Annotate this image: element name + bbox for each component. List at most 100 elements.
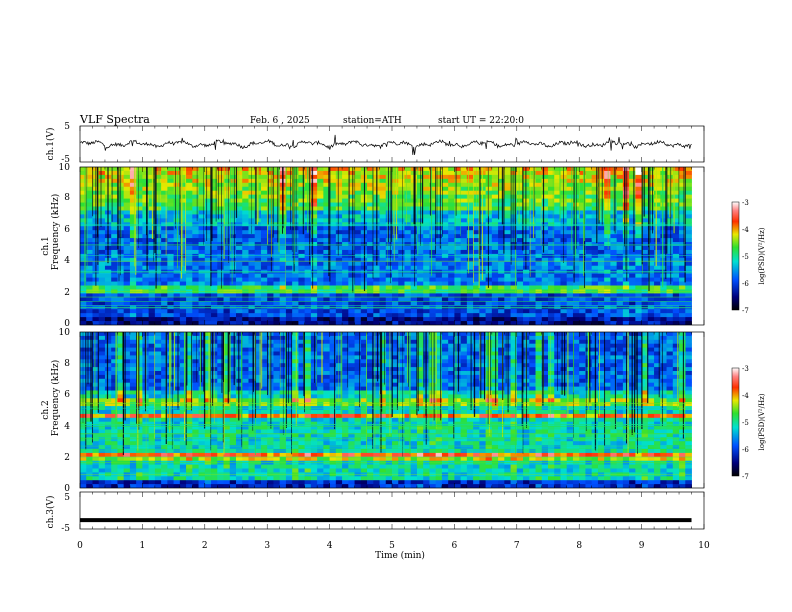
spectrogram-cell [173,452,181,458]
spectrogram-cell [404,273,412,278]
spectrogram-cell [523,277,530,282]
spectrogram-cell [491,174,499,180]
spectrogram-cell [92,437,100,442]
spectrogram-cell [660,301,667,306]
spectrogram-cell [510,214,518,219]
spectrogram-cell [123,382,131,387]
spectrogram-cell [217,313,224,318]
spectrogram-cell [629,202,636,207]
spectrogram-cell [335,313,343,318]
spectrogram-cell [604,253,611,259]
spectrogram-cell [485,242,493,247]
spectrogram-cell [679,253,686,259]
spectrogram-cell [104,285,112,290]
spectrogram-cell [622,297,630,302]
spectrogram-cell [173,468,181,473]
spectrogram-cell [560,313,568,318]
spectrogram-cell [154,309,162,314]
spectrogram-cell [660,226,667,231]
spectrogram-cell [236,182,243,188]
spectrogram-cell [267,265,274,271]
spectrogram-cell [635,317,642,322]
spectrogram-cell [610,170,618,176]
spectrogram-cell [117,313,125,318]
spectrogram-cell [111,273,118,278]
spectrogram-cell [192,321,199,325]
spectrogram-cell [267,277,274,282]
spectrogram-cell [685,242,692,247]
spectrogram-cell [186,210,193,215]
spectrogram-cell [310,281,318,286]
spectrogram-cell [329,182,337,188]
spectrogram-cell [554,313,561,318]
spectrogram-cell [80,425,87,430]
spectrogram-cell [410,277,418,282]
spectrogram-cell [179,335,187,341]
spectrogram-cell [279,293,287,298]
spectrogram-cell [298,226,306,231]
spectrogram-cell [298,218,306,223]
spectrogram-cell [292,321,299,325]
spectrogram-cell [616,167,624,172]
spectrogram-cell [454,277,462,282]
spectrogram-cell [273,186,281,192]
spectrogram-cell [173,464,181,469]
spectrogram-cell [267,293,274,298]
spectrogram-cell [186,170,193,176]
spectrogram-cell [98,273,106,278]
spectrogram-cell [98,190,106,196]
spectrogram-cell [610,261,618,267]
spectrogram-cell [460,249,468,255]
spectrogram-cell [154,433,162,438]
spectrogram-cell [454,190,462,196]
spectrogram-cell [148,441,156,446]
spectrogram-cell [80,359,87,364]
spectrogram-cell [516,321,524,325]
spectrogram-cell [80,293,87,298]
spectrogram-cell [136,421,143,426]
spectrogram-cell [298,317,306,322]
spectrogram-cell [173,378,181,384]
spectrogram-cell [298,285,306,290]
spectrogram-cell [298,277,306,282]
spectrogram-cell [192,186,199,192]
spectrogram-cell [111,371,118,376]
spectrogram-cell [441,242,449,247]
spectrogram-cell [279,321,287,325]
spectrogram-cell [685,206,692,211]
spectrogram-cell [597,170,605,176]
spectrogram-cell [641,206,649,211]
spectrogram-cell [142,186,150,192]
spectrogram-cell [535,226,543,231]
spectrogram-cell [92,484,100,488]
spectrogram-cell [504,257,511,263]
spectrogram-cell [541,214,549,219]
spectrogram-cell [161,170,168,176]
spectrogram-cell [541,182,549,188]
spectrogram-cell [448,309,455,314]
spectrogram-cell [254,273,262,278]
spectrogram-cell [585,301,593,306]
spectrogram-cell [416,313,424,318]
spectrogram-cell [672,313,680,318]
spectrogram-cell [186,249,193,255]
spectrogram-cell [217,281,224,286]
spectrogram-cell [404,265,412,271]
ch2-spectrogram-image [80,332,692,488]
spectrogram-cell [86,452,93,458]
spectrogram-cell [685,170,692,176]
spectrogram-cell [454,194,462,199]
spectrogram-cell [591,273,599,278]
spectrogram-cell [429,309,437,314]
spectrogram-cell [154,456,162,462]
spectrogram-cell [86,198,93,203]
spectrogram-cell [622,309,630,314]
spectrogram-cell [123,186,131,192]
spectrogram-cell [292,261,299,267]
spectrogram-cell [379,234,387,239]
spectrogram-cell [629,249,636,255]
spectrogram-cell [392,281,399,286]
spectrogram-cell [348,261,355,267]
spectrogram-cell [629,198,636,203]
spectrogram-cell [404,214,412,219]
